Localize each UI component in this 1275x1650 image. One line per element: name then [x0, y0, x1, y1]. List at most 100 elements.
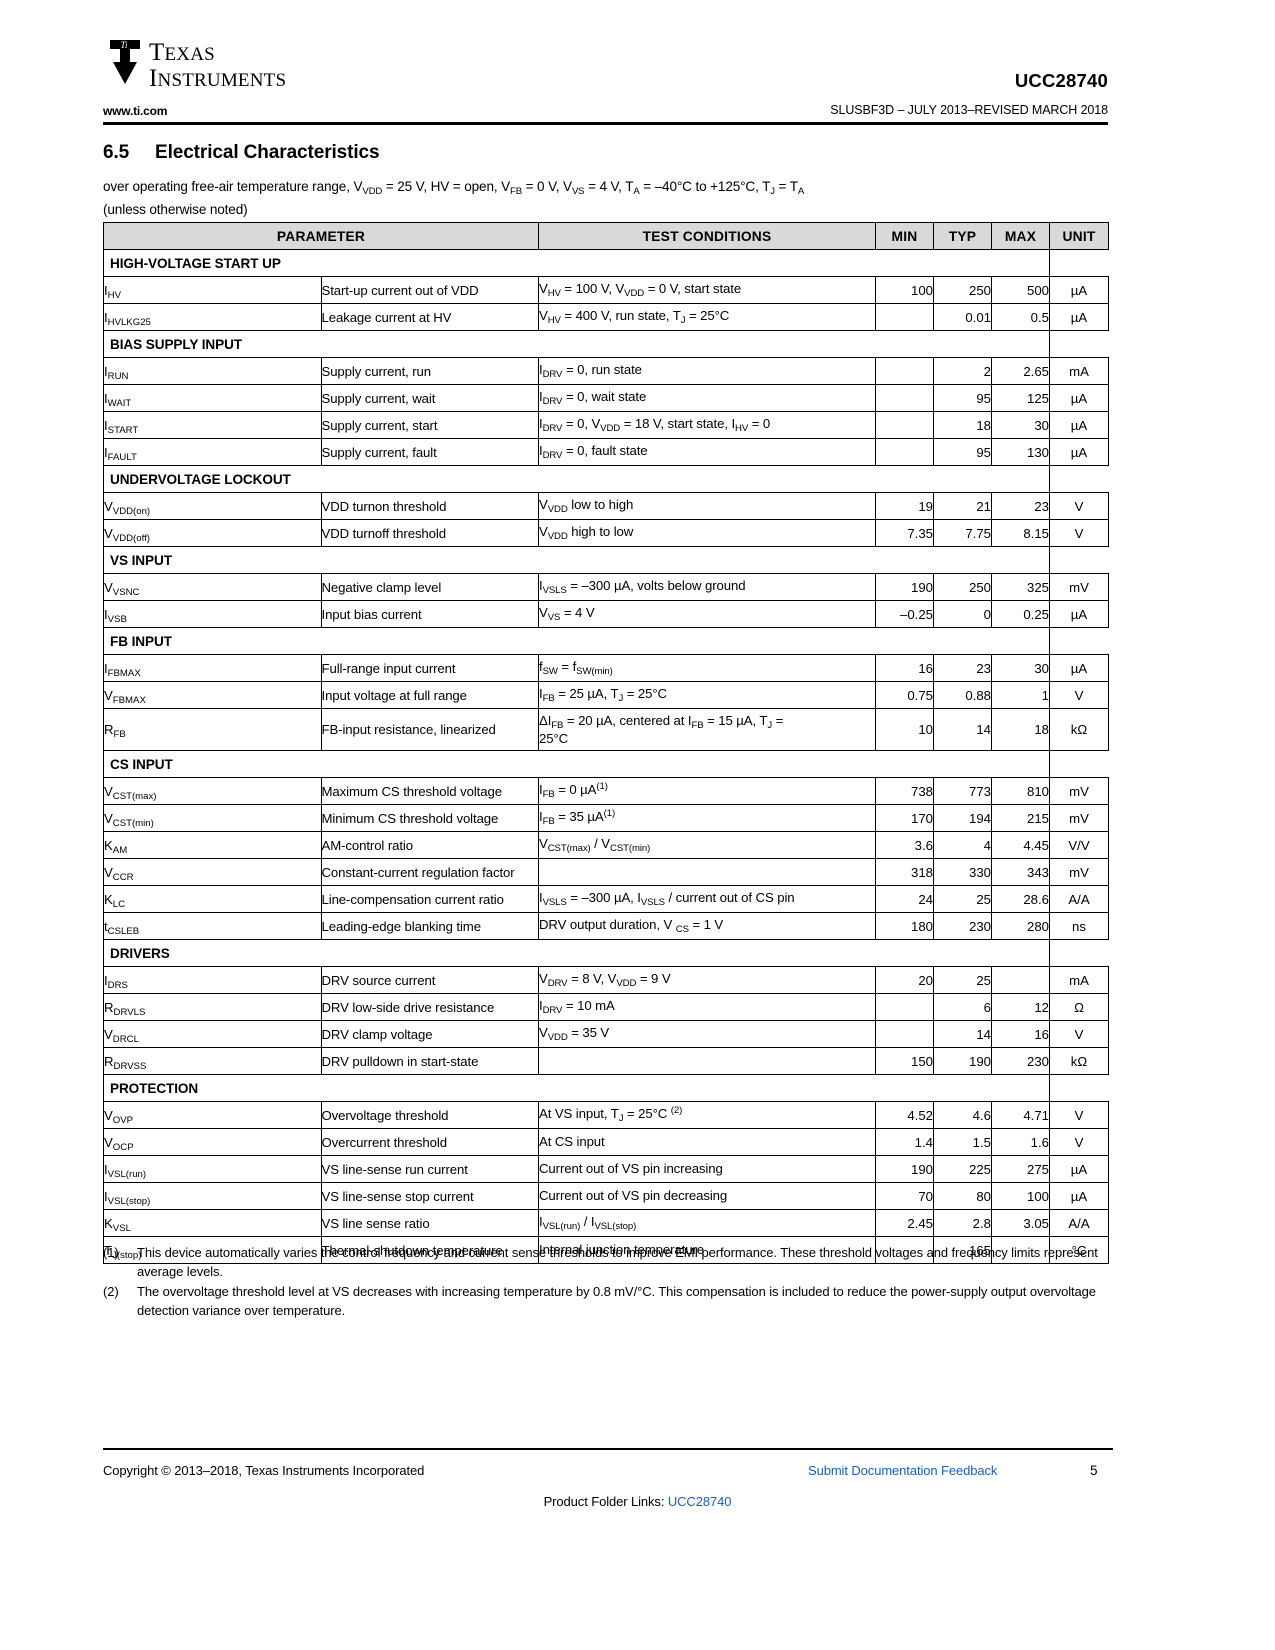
row-symbol: IDRS [103, 966, 322, 994]
row-unit: Ω [1049, 993, 1109, 1021]
row-description: VS line-sense stop current [320, 1182, 539, 1210]
row-max: 4.45 [991, 831, 1050, 859]
row-typ: 230 [933, 912, 992, 940]
row-min: 100 [875, 276, 934, 304]
row-description: Supply current, start [320, 411, 539, 439]
row-min: 150 [875, 1047, 934, 1075]
table-row: IFBMAX Full-range input current fSW = fS… [103, 654, 1109, 682]
table-row: ISTART Supply current, start IDRV = 0, V… [103, 411, 1109, 439]
row-unit: µA [1049, 276, 1109, 304]
row-description: Leakage current at HV [320, 303, 539, 331]
row-min: 10 [875, 708, 934, 751]
table-row: RDRVSS DRV pulldown in start-state 150 1… [103, 1047, 1109, 1075]
row-condition: Current out of VS pin increasing [538, 1155, 876, 1183]
row-unit: µA [1049, 303, 1109, 331]
table-row: VVSNC Negative clamp level IVSLS = –300 … [103, 573, 1109, 601]
group-label: HIGH-VOLTAGE START UP [103, 249, 1050, 277]
row-symbol: VFBMAX [103, 681, 322, 709]
row-symbol: KVSL [103, 1209, 322, 1237]
row-min [875, 1020, 934, 1048]
row-symbol: KLC [103, 885, 322, 913]
row-unit: kΩ [1049, 1047, 1109, 1075]
submit-feedback-link[interactable]: Submit Documentation Feedback [808, 1463, 998, 1478]
row-condition: VVDD high to low [538, 519, 876, 547]
column-header-parameter: PARAMETER [103, 222, 539, 250]
row-unit: A/A [1049, 1209, 1109, 1237]
table-row: IHVLKG25 Leakage current at HV VHV = 400… [103, 303, 1109, 331]
table-group-header: BIAS SUPPLY INPUT [103, 330, 1109, 358]
row-typ: 14 [933, 1020, 992, 1048]
row-symbol: VVDD(off) [103, 519, 322, 547]
part-number: UCC28740 [1014, 70, 1108, 91]
row-description: DRV low-side drive resistance [320, 993, 539, 1021]
row-symbol: ISTART [103, 411, 322, 439]
table-row: IFAULT Supply current, fault IDRV = 0, f… [103, 438, 1109, 466]
row-unit: mA [1049, 357, 1109, 385]
row-symbol: VCST(min) [103, 804, 322, 832]
row-unit: µA [1049, 1182, 1109, 1210]
row-unit: V [1049, 1101, 1109, 1129]
row-unit: mV [1049, 777, 1109, 805]
row-unit: A/A [1049, 885, 1109, 913]
row-symbol: VVSNC [103, 573, 322, 601]
row-min [875, 303, 934, 331]
row-max: 343 [991, 858, 1050, 886]
column-header-max: MAX [991, 222, 1050, 250]
table-row: IVSL(stop) VS line-sense stop current Cu… [103, 1182, 1109, 1210]
row-max: 30 [991, 654, 1050, 682]
row-min: 3.6 [875, 831, 934, 859]
row-typ: 95 [933, 438, 992, 466]
row-min: 4.52 [875, 1101, 934, 1129]
group-label: BIAS SUPPLY INPUT [103, 330, 1050, 358]
product-folder-link[interactable]: UCC28740 [667, 1494, 732, 1509]
product-folder-links: Product Folder Links: UCC28740 [0, 1494, 1275, 1509]
row-unit: µA [1049, 384, 1109, 412]
table-group-header: VS INPUT [103, 546, 1109, 574]
row-min: 318 [875, 858, 934, 886]
row-max: 810 [991, 777, 1050, 805]
row-condition: At VS input, TJ = 25°C (2) [538, 1101, 876, 1129]
row-typ: 250 [933, 573, 992, 601]
row-typ: 0.88 [933, 681, 992, 709]
table-row: IDRS DRV source current VDRV = 8 V, VVDD… [103, 966, 1109, 994]
table-row: IVSB Input bias current VVS = 4 V –0.25 … [103, 600, 1109, 628]
row-min: 20 [875, 966, 934, 994]
row-symbol: IHV [103, 276, 322, 304]
row-condition: VHV = 100 V, VVDD = 0 V, start state [538, 276, 876, 304]
row-typ: 2.8 [933, 1209, 992, 1237]
row-condition: IDRV = 10 mA [538, 993, 876, 1021]
row-unit: V [1049, 681, 1109, 709]
row-max: 28.6 [991, 885, 1050, 913]
document-id: SLUSBF3D – JULY 2013–REVISED MARCH 2018 [830, 103, 1108, 117]
row-typ: 190 [933, 1047, 992, 1075]
row-min: 190 [875, 1155, 934, 1183]
table-row: VVDD(on) VDD turnon threshold VVDD low t… [103, 492, 1109, 520]
table-group-header: DRIVERS [103, 939, 1109, 967]
row-max: 275 [991, 1155, 1050, 1183]
footnotes: (1) This device automatically varies the… [103, 1243, 1115, 1321]
row-symbol: VOCP [103, 1128, 322, 1156]
row-symbol: IHVLKG25 [103, 303, 322, 331]
table-row: IHV Start-up current out of VDD VHV = 10… [103, 276, 1109, 304]
row-max [991, 1236, 1050, 1264]
row-condition: IDRV = 0, wait state [538, 384, 876, 412]
ti-website-link[interactable]: www.ti.com [103, 104, 168, 118]
row-unit: V [1049, 519, 1109, 547]
row-min: 190 [875, 573, 934, 601]
row-symbol: tCSLEB [103, 912, 322, 940]
row-symbol: RDRVSS [103, 1047, 322, 1075]
row-typ: 21 [933, 492, 992, 520]
row-min: 2.45 [875, 1209, 934, 1237]
section-number: 6.5 [103, 142, 130, 163]
row-typ: 25 [933, 885, 992, 913]
row-description: DRV source current [320, 966, 539, 994]
row-description: Minimum CS threshold voltage [320, 804, 539, 832]
row-symbol: VCCR [103, 858, 322, 886]
row-max [991, 966, 1050, 994]
table-row: IRUN Supply current, run IDRV = 0, run s… [103, 357, 1109, 385]
table-row: VDRCL DRV clamp voltage VVDD = 35 V 14 1… [103, 1020, 1109, 1048]
row-condition: VVDD low to high [538, 492, 876, 520]
row-description: Start-up current out of VDD [320, 276, 539, 304]
product-folder-prefix: Product Folder Links: [543, 1494, 668, 1509]
row-condition: IVSL(run) / IVSL(stop) [538, 1209, 876, 1237]
